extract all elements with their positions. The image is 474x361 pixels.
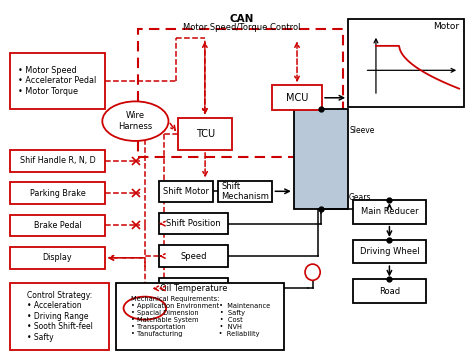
Text: Sleeve: Sleeve — [349, 126, 374, 135]
Text: Parking Brake: Parking Brake — [29, 188, 85, 197]
FancyBboxPatch shape — [178, 118, 232, 150]
FancyBboxPatch shape — [10, 247, 105, 269]
FancyBboxPatch shape — [353, 200, 426, 224]
Text: Oil Temperature: Oil Temperature — [160, 284, 227, 293]
FancyBboxPatch shape — [159, 213, 228, 234]
FancyBboxPatch shape — [218, 180, 273, 202]
Text: CAN: CAN — [229, 14, 254, 24]
FancyBboxPatch shape — [10, 53, 105, 109]
FancyBboxPatch shape — [159, 180, 213, 202]
FancyBboxPatch shape — [159, 245, 228, 267]
Text: Main Reducer: Main Reducer — [361, 208, 418, 217]
Ellipse shape — [305, 264, 320, 280]
Ellipse shape — [102, 101, 168, 141]
Text: TCU: TCU — [196, 129, 215, 139]
Text: Gears: Gears — [349, 193, 372, 202]
FancyBboxPatch shape — [10, 283, 109, 349]
Text: Shift Motor: Shift Motor — [163, 187, 209, 196]
FancyBboxPatch shape — [159, 278, 228, 299]
Text: Speed: Speed — [180, 252, 207, 261]
FancyBboxPatch shape — [273, 85, 322, 110]
FancyBboxPatch shape — [10, 215, 105, 236]
FancyBboxPatch shape — [353, 279, 426, 303]
Text: Wire
Harness: Wire Harness — [118, 112, 153, 131]
Text: Motor: Motor — [433, 22, 459, 31]
Text: Mechanical Requirements:
• Application Environment•  Maintenance
• Spacial Dimen: Mechanical Requirements: • Application E… — [131, 296, 270, 337]
Text: Shif Handle R, N, D: Shif Handle R, N, D — [19, 156, 95, 165]
Text: Control Strategy:
• Acceleration
• Driving Range
• Sooth Shift-feel
• Safty: Control Strategy: • Acceleration • Drivi… — [27, 291, 93, 342]
Text: • Motor Speed
• Accelerator Pedal
• Motor Torque: • Motor Speed • Accelerator Pedal • Moto… — [18, 66, 97, 96]
Text: Brake Pedal: Brake Pedal — [34, 221, 81, 230]
FancyBboxPatch shape — [294, 109, 348, 209]
FancyBboxPatch shape — [353, 240, 426, 263]
Text: Motor Speed/Torque Control: Motor Speed/Torque Control — [183, 23, 301, 32]
FancyBboxPatch shape — [10, 182, 105, 204]
FancyBboxPatch shape — [117, 283, 284, 349]
Text: Shift
Mechanism: Shift Mechanism — [221, 182, 269, 201]
Text: Shift Position: Shift Position — [166, 219, 220, 228]
Text: Display: Display — [43, 253, 72, 262]
Text: Driving Wheel: Driving Wheel — [360, 247, 419, 256]
Text: Road: Road — [379, 287, 400, 296]
FancyBboxPatch shape — [348, 19, 464, 107]
Text: MCU: MCU — [286, 93, 309, 103]
FancyBboxPatch shape — [10, 150, 105, 171]
Ellipse shape — [124, 297, 166, 320]
